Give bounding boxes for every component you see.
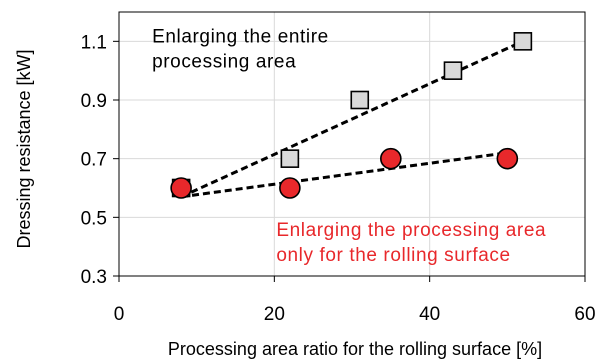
x-tick-label: 20 <box>264 304 285 325</box>
square-marker <box>350 90 370 110</box>
plot-area-frame <box>118 11 586 277</box>
y-tick-label: 0.9 <box>81 91 107 112</box>
y-tick-label: 0.3 <box>81 267 107 288</box>
y-tick-label: 0.5 <box>81 208 107 229</box>
circle-marker <box>170 177 192 199</box>
annotation-line: Enlarging the processing area <box>276 220 546 241</box>
x-tick-label: 40 <box>419 304 440 325</box>
circle-marker <box>380 147 402 170</box>
annotation-line: only for the rolling surface <box>276 245 510 266</box>
x-tick-label: 60 <box>574 304 595 325</box>
y-axis-ticks: 0.3 0.5 0.7 0.9 1.1 <box>81 32 119 288</box>
x-axis-label: Processing area ratio for the rolling su… <box>168 339 542 359</box>
annotation-line: processing area <box>152 51 296 72</box>
data-points <box>170 32 533 199</box>
trendline <box>180 151 508 199</box>
annotation-line: Enlarging the entire <box>152 26 329 47</box>
y-tick-label: 1.1 <box>81 32 107 53</box>
annotation-1: Enlarging the entire processing area <box>152 26 329 72</box>
y-axis-label: Dressing resistance [kW] <box>14 49 34 248</box>
y-tick-label: 0.7 <box>81 150 107 171</box>
x-tick-label: 0 <box>114 304 125 325</box>
circle-marker <box>496 147 519 170</box>
annotations: Enlarging the entire processing areaEnlar… <box>152 26 546 266</box>
square-marker <box>443 61 463 80</box>
square-marker <box>513 32 533 51</box>
trendlines <box>180 39 524 199</box>
trendline <box>180 39 524 199</box>
annotation-2: Enlarging the processing area only for th… <box>276 220 546 266</box>
x-axis-ticks: 0 20 40 60 <box>114 276 596 325</box>
circle-marker <box>279 177 301 199</box>
square-marker <box>280 149 300 168</box>
